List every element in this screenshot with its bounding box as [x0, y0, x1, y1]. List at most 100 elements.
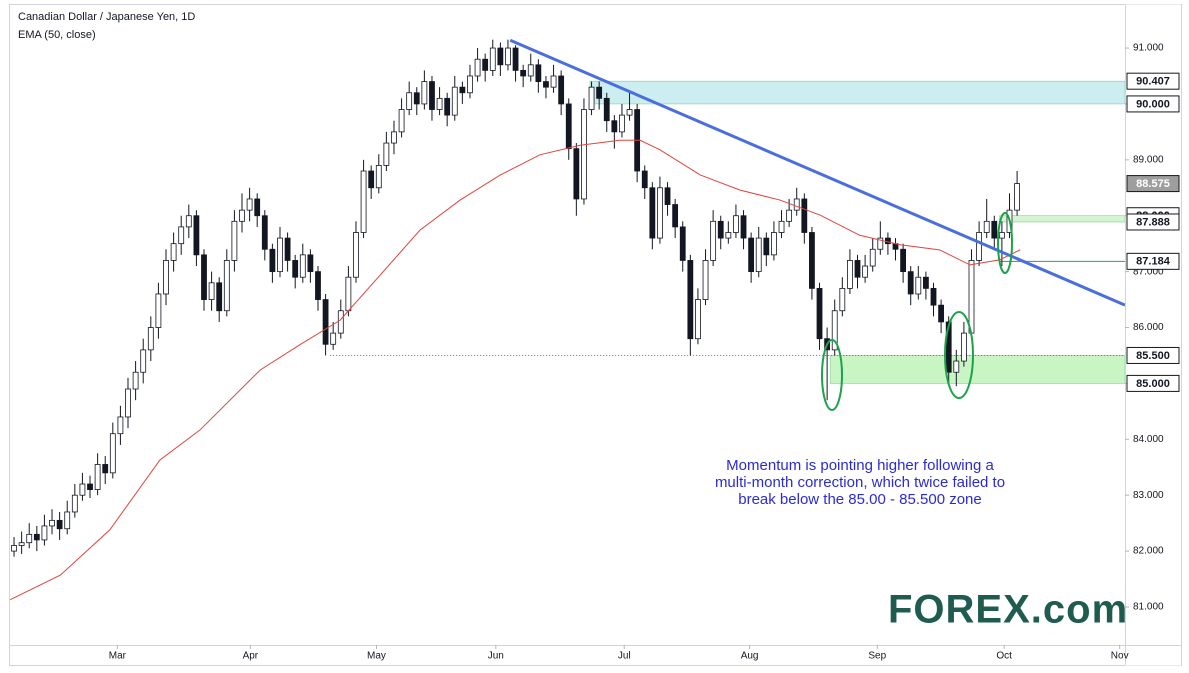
candle-body: [596, 86, 603, 99]
candle-body: [406, 92, 413, 110]
candle-body: [923, 276, 929, 289]
candle-body: [375, 165, 382, 189]
price-label: 87.184: [1136, 256, 1171, 268]
candle-body: [459, 86, 466, 94]
candle-body: [125, 388, 131, 418]
candle-body: [862, 265, 869, 278]
candle-body: [565, 103, 572, 150]
candle-body: [839, 287, 846, 312]
candle-body: [588, 86, 595, 110]
candle-body: [201, 254, 207, 300]
candle-body: [132, 371, 139, 390]
candle-body: [254, 198, 261, 217]
candle-body: [543, 81, 549, 88]
annotation: Momentum is pointing higher following a: [726, 457, 994, 474]
candle-body: [961, 332, 967, 362]
x-tick-label: Jun: [488, 651, 504, 662]
candle-body: [755, 237, 762, 273]
candle-body: [292, 260, 299, 278]
candle-body: [239, 209, 245, 222]
candle-body: [41, 525, 48, 541]
candle-body: [482, 58, 489, 71]
candle-body: [231, 220, 238, 261]
y-tick-label: 81.000: [1133, 602, 1164, 613]
candle-body: [763, 237, 770, 256]
price-label-box: [1126, 252, 1180, 270]
highlight-ellipse: [944, 311, 974, 399]
candle-body: [451, 86, 458, 116]
ema-line: [10, 139, 1021, 601]
candle-body: [147, 327, 154, 351]
candle-body: [269, 248, 276, 273]
plot-area: Momentum is pointing higher following am…: [10, 38, 1126, 601]
candle-body: [87, 483, 93, 491]
candle-body: [246, 198, 253, 211]
candle-body: [695, 299, 701, 340]
candle-body: [679, 226, 686, 261]
candle-body: [657, 187, 663, 239]
candle-body: [702, 260, 709, 300]
candle-body: [869, 248, 876, 267]
candle-body: [102, 464, 109, 474]
price-label: 90.407: [1136, 76, 1170, 88]
candle-body: [109, 433, 116, 474]
candle-body: [307, 254, 314, 273]
candle-body: [535, 64, 542, 82]
candle-body: [778, 220, 785, 233]
candle-body: [907, 271, 914, 295]
candle-body: [322, 299, 329, 345]
candle-body: [330, 332, 337, 345]
candle-body: [603, 97, 610, 122]
candle-body: [64, 511, 71, 530]
candle-body: [315, 271, 321, 300]
zone: [589, 80, 1126, 105]
x-tick-label: Jul: [618, 651, 631, 662]
frame: [9, 4, 1182, 666]
chart-title: Canadian Dollar / Japanese Yen, 1D: [18, 11, 195, 23]
zone: [829, 355, 1126, 384]
candle-body: [49, 519, 55, 527]
chart-subtitle: EMA (50, close): [18, 29, 96, 41]
candle-body: [550, 75, 557, 88]
price-label-box: [1126, 72, 1180, 90]
candle-body: [740, 215, 747, 239]
candle-body: [847, 260, 853, 289]
candle-body: [527, 64, 534, 77]
y-tick-label: 87.000: [1133, 266, 1164, 277]
candle-body: [155, 293, 162, 328]
candle-body: [163, 260, 169, 295]
y-tick-label: 83.000: [1133, 490, 1164, 501]
candle-body: [489, 47, 496, 71]
x-tick-label: Mar: [109, 651, 127, 662]
candle-body: [558, 75, 565, 105]
candle-body: [223, 260, 230, 312]
candle-body: [649, 187, 656, 239]
highlight-ellipse: [821, 339, 843, 411]
candle-body: [854, 260, 861, 278]
candle-body: [117, 416, 124, 435]
x-tick-label: Sep: [868, 651, 886, 662]
candle-body: [353, 232, 359, 278]
candle-body: [976, 232, 982, 261]
price-label-box: [1126, 95, 1180, 113]
candle-body: [345, 276, 352, 312]
candle-body: [140, 349, 147, 373]
candle-body: [641, 170, 648, 189]
candle-body: [581, 109, 587, 200]
candle-body: [398, 109, 405, 133]
x-tick-label: Oct: [996, 651, 1012, 662]
candle-body: [771, 232, 777, 256]
candle-body: [786, 209, 793, 222]
x-tick-label: Aug: [741, 651, 759, 662]
candle-body: [413, 92, 420, 105]
candle-body: [938, 304, 945, 323]
candle-body: [79, 483, 86, 496]
candle-body: [611, 120, 618, 133]
candle-body: [474, 58, 481, 77]
candle-body: [626, 109, 633, 116]
candle-body: [185, 215, 192, 228]
candle-body: [1014, 183, 1020, 211]
y-tick-label: 84.000: [1133, 434, 1164, 445]
